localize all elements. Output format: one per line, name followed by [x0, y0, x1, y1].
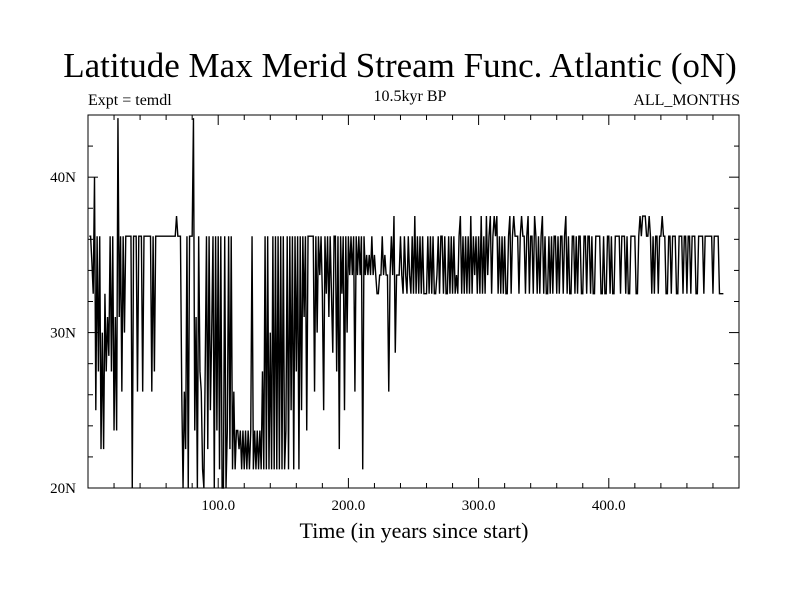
- axis-tick-labels: 100.0 200.0 300.0 400.0 20N 30N 40N: [50, 170, 626, 514]
- experiment-label: Expt = temdl: [88, 92, 172, 109]
- chart-title: Latitude Max Merid Stream Func. Atlantic…: [63, 46, 737, 85]
- x-axis-label: Time (in years since start): [299, 518, 529, 543]
- y-tick-label: 40N: [50, 170, 76, 186]
- months-label: ALL_MONTHS: [633, 92, 740, 109]
- chart-subtitle: 10.5kyr BP: [373, 88, 447, 105]
- series-line: [89, 118, 724, 489]
- x-tick-label: 200.0: [332, 498, 366, 514]
- axis-ticks: [88, 115, 739, 488]
- y-tick-label: 20N: [50, 481, 76, 497]
- x-tick-label: 400.0: [592, 498, 626, 514]
- y-tick-label: 30N: [50, 326, 76, 342]
- x-tick-label: 300.0: [462, 498, 496, 514]
- x-tick-label: 100.0: [201, 498, 235, 514]
